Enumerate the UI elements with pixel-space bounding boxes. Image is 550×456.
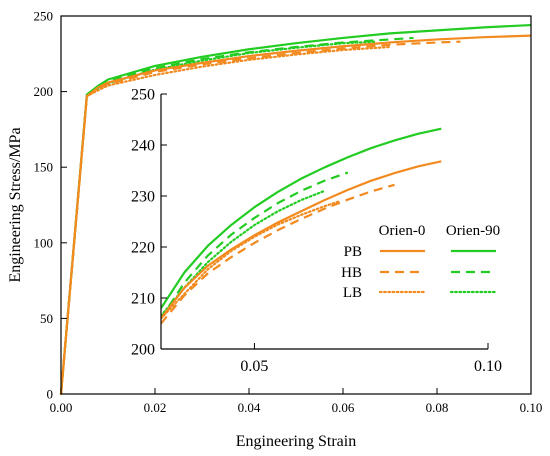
inset-y-tick-label-0: 200 [131, 342, 155, 359]
legend-header-orien0: Orien-0 [379, 223, 426, 239]
legend: Orien-0 Orien-90 PB HB LB [341, 223, 500, 301]
main-series-group [59, 23, 532, 396]
inset-y-tick-label-2: 220 [131, 240, 155, 257]
main-line-orien-90-pb [59, 23, 532, 395]
inset-x-tick-label-1: 0.10 [474, 358, 502, 375]
inset-plot: 0.05 0.10 200 210 220 230 240 250 Orien-0 Orien… [131, 87, 502, 376]
legend-header-orien90: Orien-90 [446, 223, 500, 239]
inset-y-tick-label-3: 230 [131, 189, 155, 206]
inset-line-orien-90-hb [161, 171, 349, 320]
y-tick-label-5: 250 [34, 9, 54, 24]
main-plot-frame [60, 15, 532, 395]
x-tick-label-0: 0.00 [50, 400, 73, 415]
inset-series-group [161, 127, 442, 325]
y-axis-title: Engineering Stress/MPa [7, 127, 24, 282]
x-tick-label-3: 0.06 [332, 400, 355, 415]
x-tick-label-4: 0.08 [426, 400, 449, 415]
y-tick-label-0: 0 [47, 387, 54, 402]
y-tick-label-1: 50 [40, 311, 53, 326]
inset-y-tick-label-1: 210 [131, 291, 155, 308]
inset-ticks-group: 0.05 0.10 200 210 220 230 240 250 [131, 87, 502, 376]
x-axis-title: Engineering Strain [236, 433, 356, 450]
x-tick-label-1: 0.02 [144, 400, 167, 415]
main-line-orien-0-lb [59, 45, 392, 396]
inset-line-orien-0-lb [161, 200, 340, 320]
y-tick-label-2: 100 [34, 235, 54, 250]
main-ticks-group: 0.00 0.02 0.04 0.06 0.08 0.10 0 50 100 150 200 250 [34, 9, 543, 416]
inset-line-orien-0-hb [161, 183, 395, 325]
main-line-orien-0-hb [59, 40, 461, 395]
inset-line-orien-0-pb [161, 160, 442, 320]
inset-line-orien-90-pb [161, 127, 442, 309]
inset-y-tick-label-5: 250 [131, 87, 155, 104]
y-tick-label-3: 150 [34, 160, 54, 175]
y-tick-label-4: 200 [34, 84, 54, 99]
legend-row-label-hb: HB [341, 265, 362, 281]
main-line-orien-0-pb [59, 34, 532, 395]
inset-x-tick-label-0: 0.05 [240, 358, 268, 375]
inset-y-tick-label-4: 240 [131, 138, 155, 155]
legend-swatches [378, 249, 498, 294]
legend-row-label-pb: PB [344, 244, 362, 260]
main-plot: 0.00 0.02 0.04 0.06 0.08 0.10050100150200250 … [7, 9, 542, 451]
x-tick-label-2: 0.04 [238, 400, 261, 415]
inset-background [161, 94, 488, 349]
legend-row-label-lb: LB [343, 285, 362, 301]
x-tick-label-5: 0.10 [520, 400, 543, 415]
